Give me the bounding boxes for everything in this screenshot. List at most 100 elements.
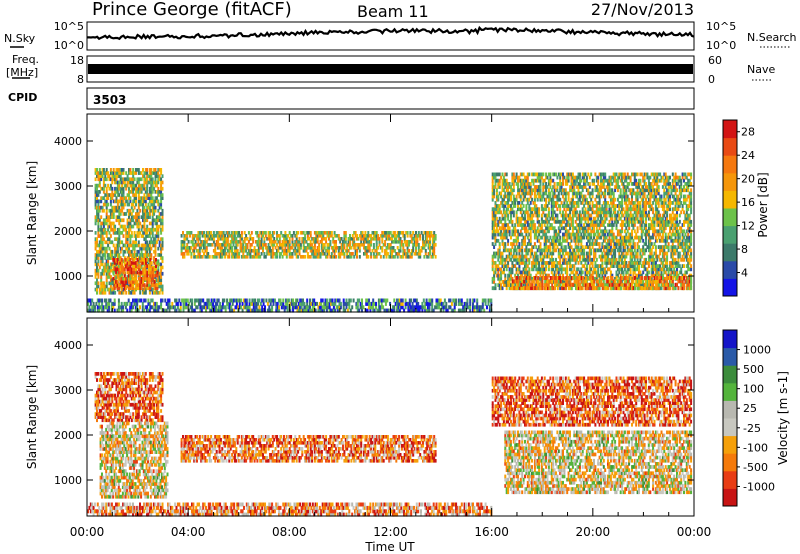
power-cell — [405, 255, 408, 259]
power-cell — [540, 261, 543, 265]
power-cell — [573, 264, 576, 268]
power-cell — [577, 185, 580, 189]
power-cell — [583, 223, 586, 227]
power-cell — [239, 249, 242, 253]
power-cell — [539, 254, 542, 259]
power-cell — [147, 215, 150, 219]
power-cell — [324, 298, 327, 303]
power-cell — [337, 252, 340, 256]
power-cell — [340, 237, 343, 241]
power-cell — [180, 249, 183, 253]
power-cell — [507, 194, 510, 199]
power-cell — [580, 242, 583, 246]
power-cell — [531, 213, 534, 218]
power-cell — [514, 197, 517, 202]
power-cell — [143, 253, 146, 257]
power-cell — [386, 234, 389, 238]
power-cell — [419, 249, 422, 253]
power-cell — [179, 305, 182, 310]
power-cell — [410, 305, 413, 310]
power-cell — [571, 178, 574, 183]
power-cell — [302, 237, 305, 241]
power-cell — [562, 204, 564, 208]
power-cell — [194, 240, 197, 244]
power-cell — [581, 229, 584, 234]
power-cell — [584, 273, 587, 278]
power-cell — [399, 246, 402, 250]
power-cell — [521, 254, 524, 259]
power-cell — [180, 243, 183, 247]
power-cell — [132, 246, 135, 251]
power-cell — [590, 229, 593, 234]
power-cell — [353, 246, 356, 250]
power-cell — [432, 308, 435, 313]
power-cell — [278, 305, 281, 310]
power-cell — [507, 188, 510, 193]
power-cell — [123, 180, 126, 185]
power-cell — [526, 223, 529, 227]
power-cell — [205, 246, 208, 250]
power-cell — [511, 276, 514, 281]
power-cell — [318, 249, 321, 253]
power-cell — [137, 234, 140, 238]
power-cell — [264, 246, 267, 250]
power-cell — [538, 245, 541, 249]
power-cell — [562, 219, 564, 224]
power-cell — [547, 261, 550, 265]
power-cell — [584, 245, 587, 249]
power-cell — [259, 301, 262, 306]
power-cell — [207, 234, 210, 238]
power-cell — [114, 275, 117, 279]
power-cell — [532, 223, 535, 227]
power-cell — [342, 301, 345, 306]
power-cell — [550, 223, 553, 227]
power-cell — [569, 201, 572, 205]
power-cell — [277, 240, 280, 244]
power-cell — [94, 177, 97, 182]
power-cell — [205, 252, 208, 256]
power-cell — [133, 287, 136, 292]
power-cell — [183, 234, 186, 238]
power-cell — [94, 305, 96, 310]
power-cell — [361, 231, 364, 235]
power-cell — [590, 276, 593, 281]
power-cell — [518, 232, 521, 237]
power-cell — [424, 305, 427, 310]
power-cell — [526, 257, 529, 262]
power-cell — [94, 281, 97, 286]
power-cell — [148, 186, 151, 191]
power-cell — [133, 258, 136, 262]
power-cell — [151, 305, 154, 310]
power-cell — [531, 172, 534, 177]
power-cell — [536, 254, 539, 259]
power-cell — [573, 201, 576, 205]
power-cell — [100, 243, 103, 248]
power-cell — [562, 238, 564, 243]
power-cell — [535, 232, 538, 237]
power-cell — [368, 301, 370, 306]
power-cell — [153, 273, 156, 278]
power-cell — [222, 243, 225, 247]
power-cell — [149, 264, 152, 268]
power-cell — [152, 270, 155, 275]
power-cell — [536, 175, 539, 180]
power-cell — [564, 191, 567, 196]
power-cell — [122, 205, 125, 210]
power-cell — [211, 234, 214, 238]
power-cell — [111, 208, 114, 213]
power-cell — [191, 237, 194, 241]
power-cell — [233, 234, 236, 238]
power-cell — [101, 234, 104, 238]
power-cell — [553, 201, 556, 205]
power-cell — [587, 254, 590, 259]
power-cell — [144, 171, 147, 175]
power-cell — [502, 264, 505, 268]
power-cell — [144, 231, 147, 235]
power-cell — [495, 264, 498, 268]
power-cell — [158, 281, 161, 286]
power-cell — [342, 249, 344, 253]
power-cell — [302, 298, 304, 303]
power-cell — [562, 172, 564, 177]
power-cell — [271, 298, 274, 303]
power-cell — [269, 249, 271, 253]
